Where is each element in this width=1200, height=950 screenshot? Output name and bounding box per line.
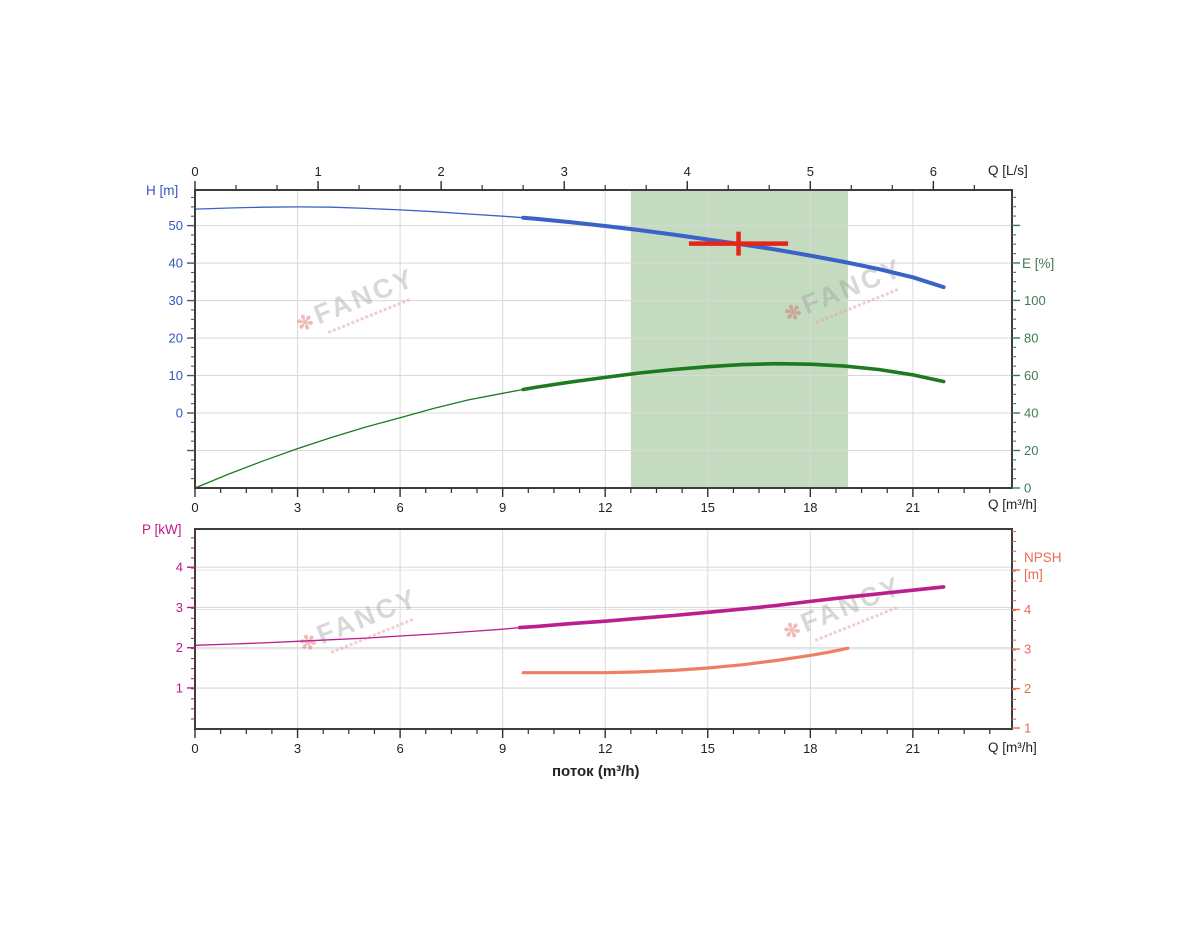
tick-label: 5 (807, 164, 814, 179)
tick-label: 21 (906, 741, 920, 756)
tick-label: 50 (169, 218, 183, 233)
tick-label: 3 (1024, 642, 1031, 657)
tick-label: 6 (930, 164, 937, 179)
duty-point-marker (688, 231, 789, 256)
watermark-fancy: ✻FANCY (297, 582, 423, 657)
power-curve (194, 626, 521, 646)
watermark-text: FANCY (797, 570, 907, 638)
watermark-logo-icon: ✻ (294, 310, 318, 337)
tick-label: 21 (906, 500, 920, 515)
tick-label: 0 (1024, 481, 1031, 496)
tick-label: 9 (499, 500, 506, 515)
tick-label: 4 (684, 164, 691, 179)
tick-label: 0 (191, 741, 198, 756)
tick-label: 1 (1024, 721, 1031, 736)
flow-caption: поток (m³/h) (552, 763, 640, 780)
tick-label: 18 (803, 500, 817, 515)
tick-label: 40 (1024, 405, 1038, 420)
flow-m3h-axis-title-bottom: Q [m³/h] (988, 740, 1037, 755)
npsh-axis-title-line2: [m] (1024, 567, 1043, 582)
tick-label: 40 (169, 256, 183, 271)
tick-label: 18 (803, 741, 817, 756)
axis-ticks-and-labels: 0 3 6 9 12 15 18 210 1 2 3 4 5 6010203040500204060801… (169, 164, 1046, 515)
watermark-logo-icon: ✻ (297, 630, 321, 657)
head-curve (194, 206, 524, 219)
tick-label: 80 (1024, 330, 1038, 345)
tick-label: 10 (169, 368, 183, 383)
watermark-logo-icon: ✻ (782, 300, 806, 327)
tick-label: 1 (314, 164, 321, 179)
gridlines (195, 190, 1012, 488)
tick-label: 30 (169, 293, 183, 308)
tick-label: 2 (438, 164, 445, 179)
tick-label: 4 (176, 560, 183, 575)
tick-label: 6 (396, 741, 403, 756)
watermark-logo-icon: ✻ (781, 618, 805, 645)
tick-label: 0 (176, 406, 183, 421)
efficiency-curve (194, 388, 524, 489)
tick-label: 12 (598, 741, 612, 756)
tick-label: 100 (1024, 293, 1046, 308)
tick-label: 2 (176, 640, 183, 655)
head-axis-title: H [m] (146, 183, 179, 198)
power-curve (517, 585, 946, 630)
efficiency-axis-title: E [%] (1022, 256, 1055, 271)
plot-border (194, 189, 1013, 489)
tick-label: 9 (499, 741, 506, 756)
tick-label: 60 (1024, 368, 1038, 383)
tick-label: 3 (294, 741, 301, 756)
efficiency-curve (521, 361, 946, 392)
tick-label: 20 (1024, 443, 1038, 458)
tick-label: 12 (598, 500, 612, 515)
flow-ls-axis-title: Q [L/s] (988, 163, 1028, 178)
tick-label: 3 (294, 500, 301, 515)
flow-m3h-axis-title-top: Q [m³/h] (988, 497, 1037, 512)
npsh-curve (521, 646, 850, 675)
npsh-axis-title-line1: NPSH (1024, 550, 1062, 565)
tick-label: 0 (191, 164, 198, 179)
tick-label: 15 (701, 500, 715, 515)
power-axis-title: P [kW] (142, 522, 182, 537)
plot-border (194, 528, 1013, 730)
tick-label: 20 (169, 331, 183, 346)
watermark-fancy: ✻FANCY (781, 570, 907, 645)
tick-label: 1 (176, 680, 183, 695)
tick-label: 15 (701, 741, 715, 756)
tick-label: 6 (396, 500, 403, 515)
tick-label: 3 (561, 164, 568, 179)
npsh-axis-title: NPSH [m] (1024, 549, 1062, 583)
tick-label: 0 (191, 500, 198, 515)
gridlines (195, 529, 1012, 729)
tick-label: 2 (1024, 681, 1031, 696)
tick-label: 3 (176, 600, 183, 615)
tick-label: 4 (1024, 602, 1031, 617)
